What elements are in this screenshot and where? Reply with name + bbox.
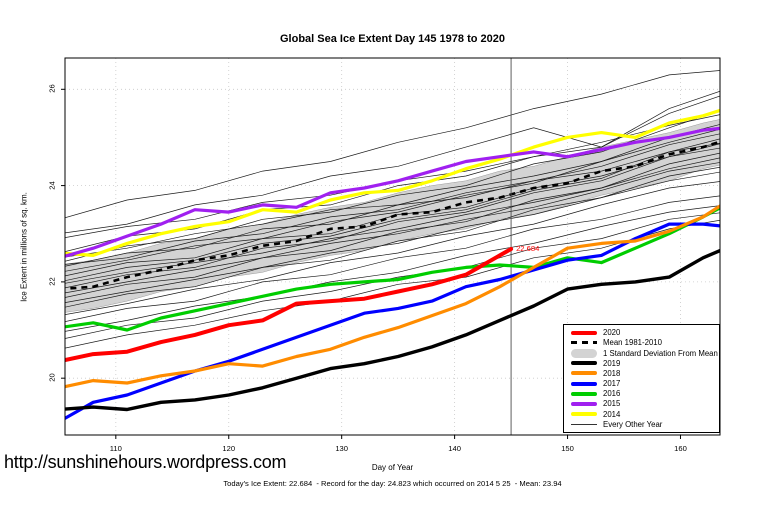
year-line-2019	[65, 248, 720, 412]
every-other-year-line	[65, 162, 720, 294]
legend: 2020 Mean 1981-2010 1 Standard Deviation F…	[563, 324, 720, 433]
legend-swatch-thick	[571, 391, 597, 396]
x-axis-label: Day of Year	[371, 463, 414, 472]
legend-item: 2019	[571, 359, 719, 368]
legend-label: 2017	[603, 379, 621, 389]
legend-label: 2019	[603, 358, 621, 368]
every-other-year-line	[65, 152, 720, 298]
y-tick-label: 20	[47, 373, 57, 382]
every-other-year-line	[65, 195, 720, 322]
every-other-year-line	[65, 143, 720, 289]
legend-label: 2020	[603, 328, 621, 338]
site-url: http://sunshinehours.wordpress.com	[4, 452, 287, 472]
legend-swatch-blob	[571, 348, 597, 358]
legend-label: Mean 1981-2010	[603, 338, 662, 348]
y-tick-label: 26	[47, 84, 57, 94]
every-other-year-line	[65, 181, 720, 315]
every-other-year-line	[65, 205, 720, 332]
series-layer	[65, 58, 720, 435]
current-value-label: 22.684	[516, 243, 540, 253]
chart-title: Global Sea Ice Extent Day 145 1978 to 20…	[279, 33, 505, 45]
legend-swatch-thick	[571, 381, 597, 386]
every-other-year-line	[65, 128, 720, 272]
year-line-2014	[65, 108, 720, 257]
y-tick-label: 22	[47, 277, 57, 286]
mean-line	[65, 140, 720, 291]
x-tick-label: 140	[448, 444, 461, 453]
every-other-year-line	[65, 138, 720, 282]
year-line-2020	[65, 247, 514, 363]
every-other-year-line	[65, 133, 720, 265]
legend-label: 1 Standard Deviation From Mean	[603, 348, 718, 358]
legend-item: 2015	[571, 399, 719, 408]
legend-swatch-thick	[571, 361, 597, 366]
legend-swatch-thick	[571, 371, 597, 376]
every-other-year-line	[65, 171, 720, 303]
legend-label: Every Other Year	[603, 419, 663, 429]
year-line-2016	[65, 206, 720, 332]
x-tick-label: 130	[335, 444, 348, 453]
x-tick-label: 110	[109, 444, 122, 453]
every-other-year-line	[65, 142, 720, 267]
plot-border	[64, 57, 721, 436]
every-other-year-line	[65, 166, 720, 308]
x-tick-label: 120	[222, 444, 236, 453]
legend-swatch-dashed	[571, 341, 597, 345]
legend-item: 2017	[571, 379, 719, 388]
year-line-2017	[65, 222, 720, 421]
legend-swatch-thin	[571, 423, 597, 425]
legend-item: 1 Standard Deviation From Mean	[571, 348, 719, 358]
legend-item: 2018	[571, 369, 719, 378]
year-line-2018	[65, 204, 720, 389]
legend-item: 2016	[571, 389, 719, 398]
legend-item: Mean 1981-2010	[571, 338, 719, 347]
year-line-2015	[65, 126, 720, 258]
every-other-year-line	[65, 70, 720, 219]
legend-swatch-thick	[571, 412, 597, 417]
legend-label: 2016	[603, 389, 621, 399]
legend-label: 2018	[603, 368, 621, 378]
legend-item: Every Other Year	[571, 420, 719, 429]
legend-swatch-thick	[571, 330, 597, 335]
y-tick-label: 24	[47, 180, 57, 190]
legend-item: 2020	[571, 328, 719, 337]
legend-item: 2014	[571, 410, 719, 419]
legend-label: 2014	[603, 409, 621, 419]
stats-line: Today's Ice Extent: 22.684 - Record for …	[223, 479, 562, 488]
legend-swatch-thick	[571, 401, 597, 406]
every-other-year-line	[65, 212, 720, 339]
x-tick-label: 150	[561, 444, 574, 453]
x-tick-label: 160	[674, 444, 687, 453]
legend-label: 2015	[603, 399, 621, 409]
